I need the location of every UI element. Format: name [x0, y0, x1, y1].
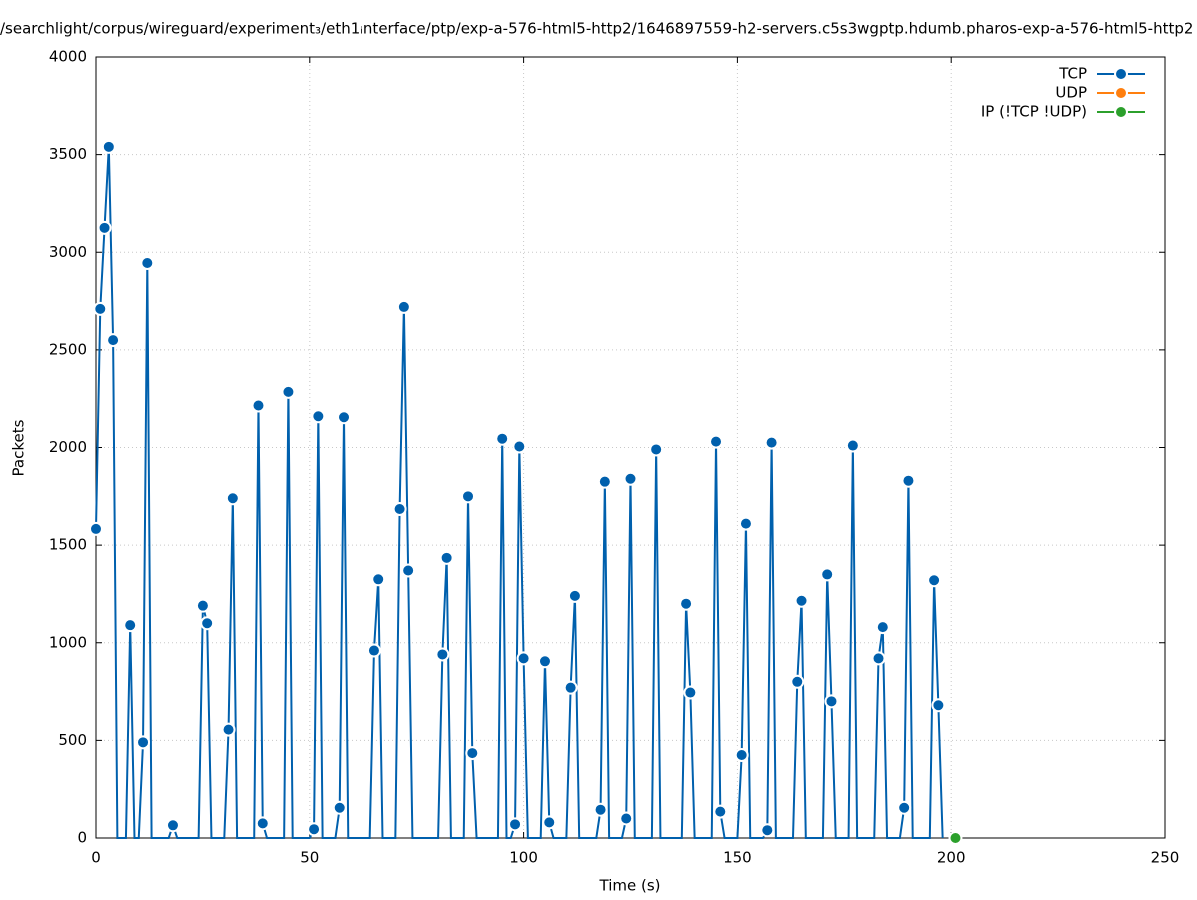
data-point — [255, 816, 270, 831]
data-point — [251, 398, 266, 413]
data-point — [435, 647, 450, 662]
data-point — [542, 815, 557, 830]
x-tick-label: 150 — [723, 849, 752, 867]
data-point — [337, 410, 352, 425]
y-tick-label: 500 — [58, 731, 87, 749]
data-point — [734, 748, 749, 763]
data-point — [897, 800, 912, 815]
legend-marker — [1114, 67, 1128, 81]
data-point — [465, 746, 480, 761]
data-point — [683, 685, 698, 700]
y-tick-label: 2000 — [49, 438, 87, 456]
data-point — [709, 434, 724, 449]
legend-marker — [1114, 86, 1128, 100]
data-point — [679, 596, 694, 611]
data-point — [931, 698, 946, 713]
data-point — [136, 735, 151, 750]
y-tick-label: 0 — [77, 829, 87, 847]
data-point — [281, 384, 296, 399]
data-point — [106, 333, 121, 348]
y-tick-label: 2500 — [49, 340, 87, 358]
x-tick-label: 100 — [509, 849, 538, 867]
data-point — [508, 817, 523, 832]
data-point — [948, 831, 963, 845]
x-tick-label: 50 — [300, 849, 319, 867]
data-point — [927, 573, 942, 588]
data-point — [901, 473, 916, 488]
y-axis-label: Packets — [10, 419, 28, 476]
data-point — [512, 439, 527, 454]
data-point — [760, 823, 775, 838]
data-point — [713, 804, 728, 819]
data-point — [311, 409, 326, 424]
legend-label: IP (!TCP !UDP) — [981, 103, 1087, 121]
data-point — [619, 811, 634, 826]
data-point — [794, 593, 809, 608]
data-point — [101, 139, 116, 154]
data-point — [332, 800, 347, 815]
data-point — [392, 502, 407, 517]
x-tick-label: 200 — [937, 849, 966, 867]
data-point — [537, 654, 552, 669]
data-point — [567, 588, 582, 603]
legend-label: TCP — [1058, 65, 1087, 83]
data-point — [439, 550, 454, 565]
data-point — [820, 567, 835, 582]
data-point — [461, 489, 476, 504]
data-point — [396, 299, 411, 314]
data-point — [195, 598, 210, 613]
data-point — [516, 651, 531, 666]
data-point — [123, 618, 138, 633]
series-line — [95, 146, 944, 839]
x-axis-label: Time (s) — [599, 877, 661, 895]
data-point — [875, 620, 890, 635]
data-point — [140, 255, 155, 270]
y-tick-label: 3500 — [49, 145, 87, 163]
data-point — [790, 674, 805, 689]
data-point — [401, 563, 416, 578]
data-point — [824, 694, 839, 709]
data-point — [371, 572, 386, 587]
data-point — [764, 435, 779, 450]
legend-label: UDP — [1055, 84, 1087, 102]
y-tick-label: 1500 — [49, 536, 87, 554]
data-point — [89, 521, 103, 536]
data-point — [563, 680, 578, 695]
plot-frame — [95, 56, 1166, 839]
data-point — [871, 651, 886, 666]
data-point — [593, 802, 608, 817]
data-point — [623, 471, 638, 486]
data-point — [845, 438, 860, 453]
data-point — [307, 822, 322, 837]
data-point — [165, 818, 180, 833]
y-tick-label: 4000 — [49, 48, 87, 66]
y-tick-label: 1000 — [49, 633, 87, 651]
data-point — [221, 722, 236, 737]
x-tick-label: 0 — [91, 849, 101, 867]
data-point — [225, 491, 240, 506]
data-point — [97, 220, 112, 235]
data-point — [495, 431, 510, 446]
chart-title: /searchlight/corpus/wireguard/experiment… — [0, 20, 1193, 38]
data-point — [597, 474, 612, 489]
data-point — [649, 442, 664, 457]
data-point — [200, 616, 215, 631]
legend-marker — [1114, 105, 1128, 119]
data-point — [366, 643, 381, 658]
y-tick-label: 3000 — [49, 243, 87, 261]
x-tick-label: 250 — [1151, 849, 1180, 867]
data-point — [738, 516, 753, 531]
data-point — [93, 301, 108, 316]
